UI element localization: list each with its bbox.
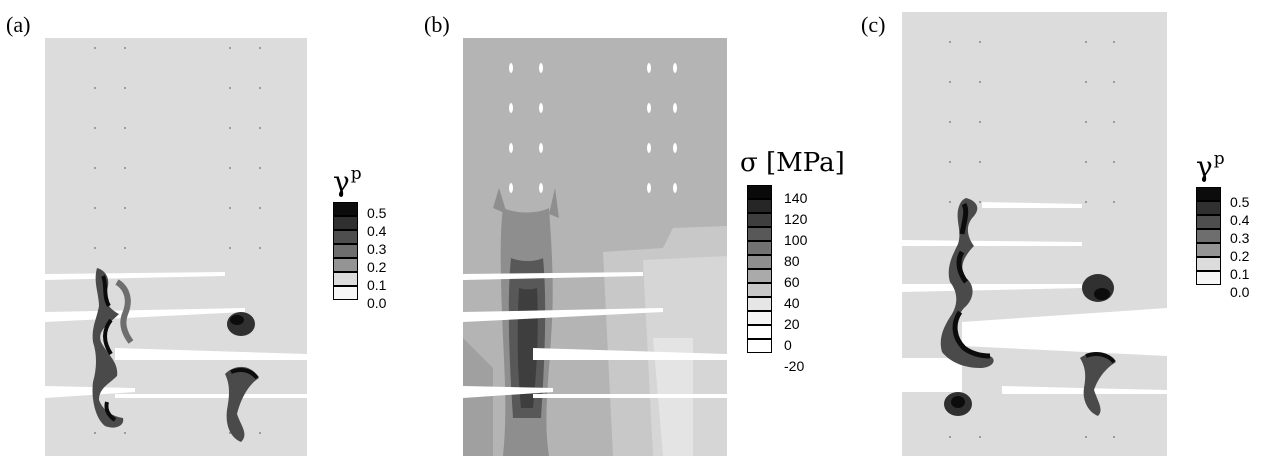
legend-swatch-c-4 [1196, 243, 1221, 257]
legend-tick-c-3: 0.2 [1230, 248, 1250, 264]
legend-symbol-c: γ [1196, 150, 1213, 183]
legend-swatch-c-5 [1196, 257, 1221, 271]
legend-tick-b-2: 100 [784, 232, 808, 248]
panel-label-a: (a) [6, 12, 31, 37]
legend-symbol-b: σ [740, 148, 758, 178]
legend-swatch-a-1 [333, 216, 358, 230]
panel-label-c: (c) [861, 12, 886, 37]
legend-c: γp 0.5 0.4 0.3 0.2 0.1 0.0 [1196, 149, 1266, 330]
legend-a: γp 0.5 0.4 0.3 0.2 0.1 0.0 [333, 164, 413, 335]
legend-swatch-a-0 [333, 202, 358, 216]
legend-swatch-b-11 [747, 339, 772, 353]
legend-title-c: γp [1196, 149, 1225, 183]
legend-title-b: σ [MPa] [740, 148, 845, 178]
legend-swatch-a-6 [333, 286, 358, 300]
legend-swatch-c-0 [1196, 187, 1221, 201]
legend-swatch-c-3 [1196, 229, 1221, 243]
legend-tick-b-6: 20 [784, 316, 800, 332]
legend-swatch-b-6 [747, 269, 772, 283]
legend-tick-a-2: 0.3 [367, 241, 387, 257]
legend-tick-c-4: 0.1 [1230, 266, 1250, 282]
legend-tick-a-1: 0.4 [367, 223, 387, 239]
legend-tick-a-0: 0.5 [367, 205, 387, 221]
legend-tick-c-5: 0.0 [1230, 284, 1250, 300]
legend-tick-b-1: 120 [784, 211, 808, 227]
legend-unit-b: [MPa] [766, 148, 845, 178]
legend-tick-c-1: 0.4 [1230, 212, 1250, 228]
legend-tick-b-0: 140 [784, 190, 808, 206]
legend-superscript-a: p [350, 164, 362, 184]
legend-swatch-a-5 [333, 272, 358, 286]
legend-swatch-a-3 [333, 244, 358, 258]
legend-swatch-b-4 [747, 241, 772, 255]
legend-b: σ [MPa] 140 120 100 80 60 40 20 0 -20 [740, 148, 880, 388]
contour-plot-b [463, 38, 727, 456]
legend-swatch-b-9 [747, 311, 772, 325]
legend-tick-a-4: 0.1 [367, 277, 387, 293]
legend-tick-b-8: -20 [784, 358, 805, 374]
legend-swatch-c-2 [1196, 215, 1221, 229]
legend-swatch-b-1 [747, 199, 772, 213]
legend-tick-b-5: 40 [784, 295, 800, 311]
legend-title-a: γp [333, 164, 362, 198]
legend-swatch-b-5 [747, 255, 772, 269]
legend-tick-b-4: 60 [784, 274, 800, 290]
legend-swatch-c-6 [1196, 271, 1221, 285]
legend-tick-c-2: 0.3 [1230, 230, 1250, 246]
legend-superscript-c: p [1213, 149, 1225, 169]
legend-swatch-a-2 [333, 230, 358, 244]
legend-swatch-b-8 [747, 297, 772, 311]
legend-swatch-b-2 [747, 213, 772, 227]
legend-tick-a-3: 0.2 [367, 259, 387, 275]
legend-swatch-a-4 [333, 258, 358, 272]
legend-swatch-b-3 [747, 227, 772, 241]
legend-swatch-c-1 [1196, 201, 1221, 215]
legend-tick-b-3: 80 [784, 253, 800, 269]
contour-plot-c [902, 12, 1167, 456]
legend-swatch-b-7 [747, 283, 772, 297]
legend-symbol-a: γ [333, 165, 350, 198]
legend-swatch-b-10 [747, 325, 772, 339]
legend-tick-c-0: 0.5 [1230, 194, 1250, 210]
contour-plot-a [45, 38, 307, 456]
legend-swatch-b-0 [747, 185, 772, 199]
panel-label-b: (b) [424, 12, 450, 37]
legend-tick-a-5: 0.0 [367, 295, 387, 311]
legend-tick-b-7: 0 [784, 337, 792, 353]
